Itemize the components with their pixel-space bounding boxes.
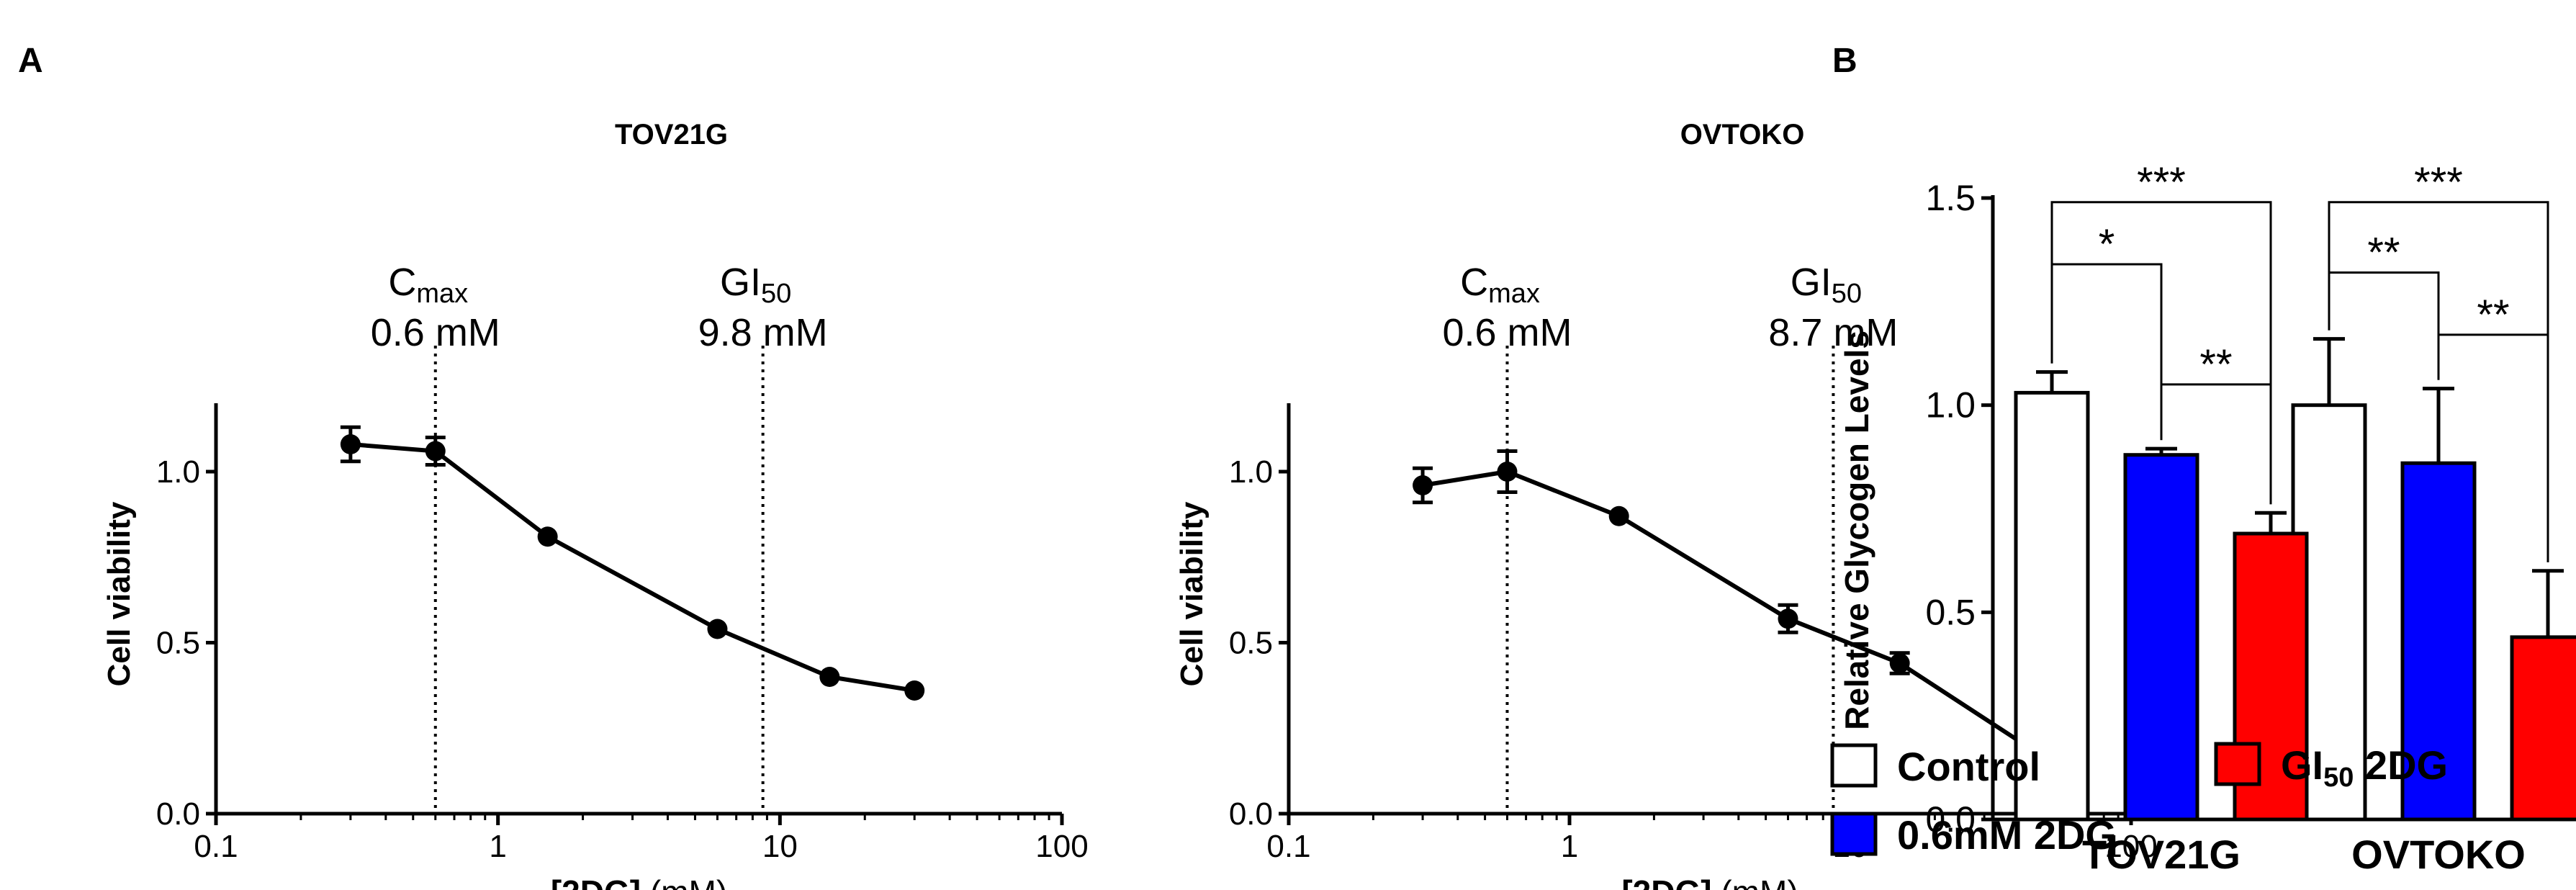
x-tick-label: 0.1 xyxy=(194,829,238,864)
y-tick-label: 0.0 xyxy=(1925,799,1976,840)
reference-line-value: 0.6 mM xyxy=(371,311,500,354)
x-axis-label: [2DG] (mM) xyxy=(1621,873,1798,890)
data-point xyxy=(425,441,446,462)
significance-bracket xyxy=(2160,383,2272,505)
y-tick-label: 1.0 xyxy=(156,454,200,490)
x-tick-label: 1 xyxy=(1561,829,1578,864)
x-tick-label: 1 xyxy=(489,829,506,864)
data-point xyxy=(819,667,840,687)
y-tick-label: 0.5 xyxy=(1229,626,1273,661)
reference-line-value: 9.8 mM xyxy=(698,311,828,354)
y-tick-label: 0.0 xyxy=(1229,796,1273,832)
reference-line-label: Cmax xyxy=(1460,261,1540,309)
y-axis-label: Relative Glycogen Levels xyxy=(1838,331,1875,730)
data-point xyxy=(707,619,728,639)
data-point xyxy=(537,526,558,547)
data-point xyxy=(904,680,925,701)
category-label: OVTOKO xyxy=(2351,832,2526,877)
panel-label-a: A xyxy=(18,42,43,80)
legend-swatch xyxy=(1830,812,1878,856)
bar-chart-glycogen: 0.0 0.5 1.0 1.5 Relative Glycogen Levels TOV2… xyxy=(1830,159,2576,877)
significance-label: * xyxy=(2099,221,2115,268)
y-tick-label: 0.0 xyxy=(156,796,200,832)
legend-swatch xyxy=(1830,743,1878,788)
bar xyxy=(2123,453,2199,822)
legend-label: Control xyxy=(1897,744,2040,789)
y-axis-label: Cell viability xyxy=(102,501,137,686)
x-tick-label: 100 xyxy=(1035,829,1088,864)
reference-line-label: GI50 xyxy=(720,261,791,309)
y-tick-label: 1.5 xyxy=(1925,178,1976,218)
y-tick-label: 1.0 xyxy=(1925,385,1976,426)
significance-label: ** xyxy=(2477,292,2509,338)
y-tick-label: 1.0 xyxy=(1229,454,1273,490)
significance-label: *** xyxy=(2414,159,2463,206)
reference-line-value: 0.6 mM xyxy=(1442,311,1572,354)
bar xyxy=(2400,461,2477,822)
y-tick-label: 0.5 xyxy=(1925,592,1976,632)
category-label: TOV21G xyxy=(2082,832,2241,877)
legend-label: 0.6mM 2DG xyxy=(1897,812,2117,858)
data-point xyxy=(1413,475,1433,495)
line-chart-tov21g: TOV21G 0.0 0.5 1.0 0.1 1 10 100 [2DG] (mM) Cell v… xyxy=(102,119,1089,890)
significance-label: *** xyxy=(2137,159,2186,206)
significance-bracket xyxy=(2437,333,2549,562)
bar xyxy=(2014,390,2090,822)
x-tick-label: 0.1 xyxy=(1266,829,1310,864)
bar xyxy=(2510,635,2576,822)
reference-line-value: 8.7 mM xyxy=(1768,311,1898,354)
significance-bracket xyxy=(2050,263,2163,441)
data-point xyxy=(1778,608,1798,629)
data-point xyxy=(340,434,361,454)
data-point xyxy=(1497,462,1518,482)
y-axis-label: Cell viability xyxy=(1174,501,1210,686)
reference-line-label: GI50 xyxy=(1791,261,1862,309)
data-point xyxy=(1608,505,1629,526)
significance-label: ** xyxy=(2199,341,2232,388)
series-line xyxy=(1422,469,2048,761)
series-line xyxy=(350,442,915,693)
chart-title: TOV21G xyxy=(615,119,728,150)
legend-swatch xyxy=(2214,742,2261,786)
data-point xyxy=(1889,653,1910,673)
x-tick-label: 10 xyxy=(762,829,798,864)
chart-title: OVTOKO xyxy=(1680,119,1805,150)
significance-bracket xyxy=(2328,271,2440,380)
reference-line-label: Cmax xyxy=(388,261,468,309)
x-tick-label: 100 xyxy=(2104,829,2157,864)
x-axis-label: [2DG] (mM) xyxy=(551,873,727,890)
significance-label: ** xyxy=(2367,230,2400,277)
legend-label: GI50 2DG xyxy=(2281,742,2448,793)
y-tick-label: 0.5 xyxy=(156,626,200,661)
panel-label-b: B xyxy=(1832,42,1857,80)
